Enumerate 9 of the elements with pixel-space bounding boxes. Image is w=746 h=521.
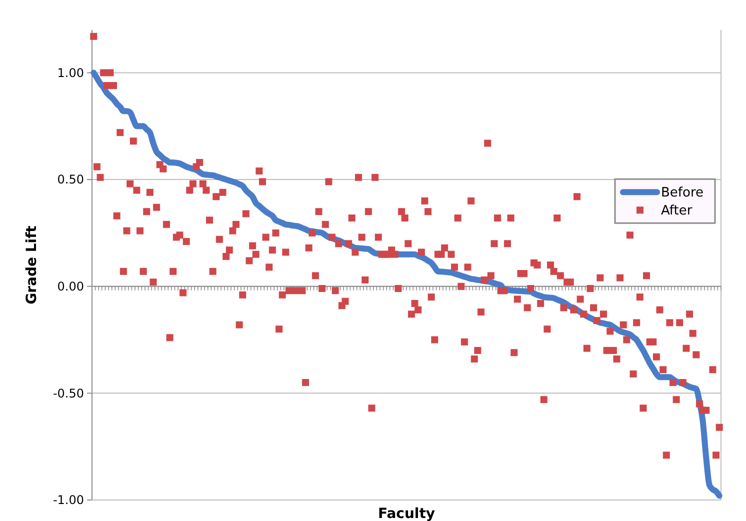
y-tick-label: -1.00 <box>52 493 84 508</box>
y-tick-label: 0.50 <box>57 172 84 187</box>
legend-label: Before <box>661 186 704 201</box>
y-axis-title: Grade Lift <box>24 225 40 304</box>
y-tick-label: 0.00 <box>57 280 84 294</box>
x-axis-title: Faculty <box>378 506 436 521</box>
y-tick-label: 1.00 <box>57 66 84 80</box>
y-tick-label: -0.50 <box>52 386 84 400</box>
legend-label: After <box>661 204 693 219</box>
